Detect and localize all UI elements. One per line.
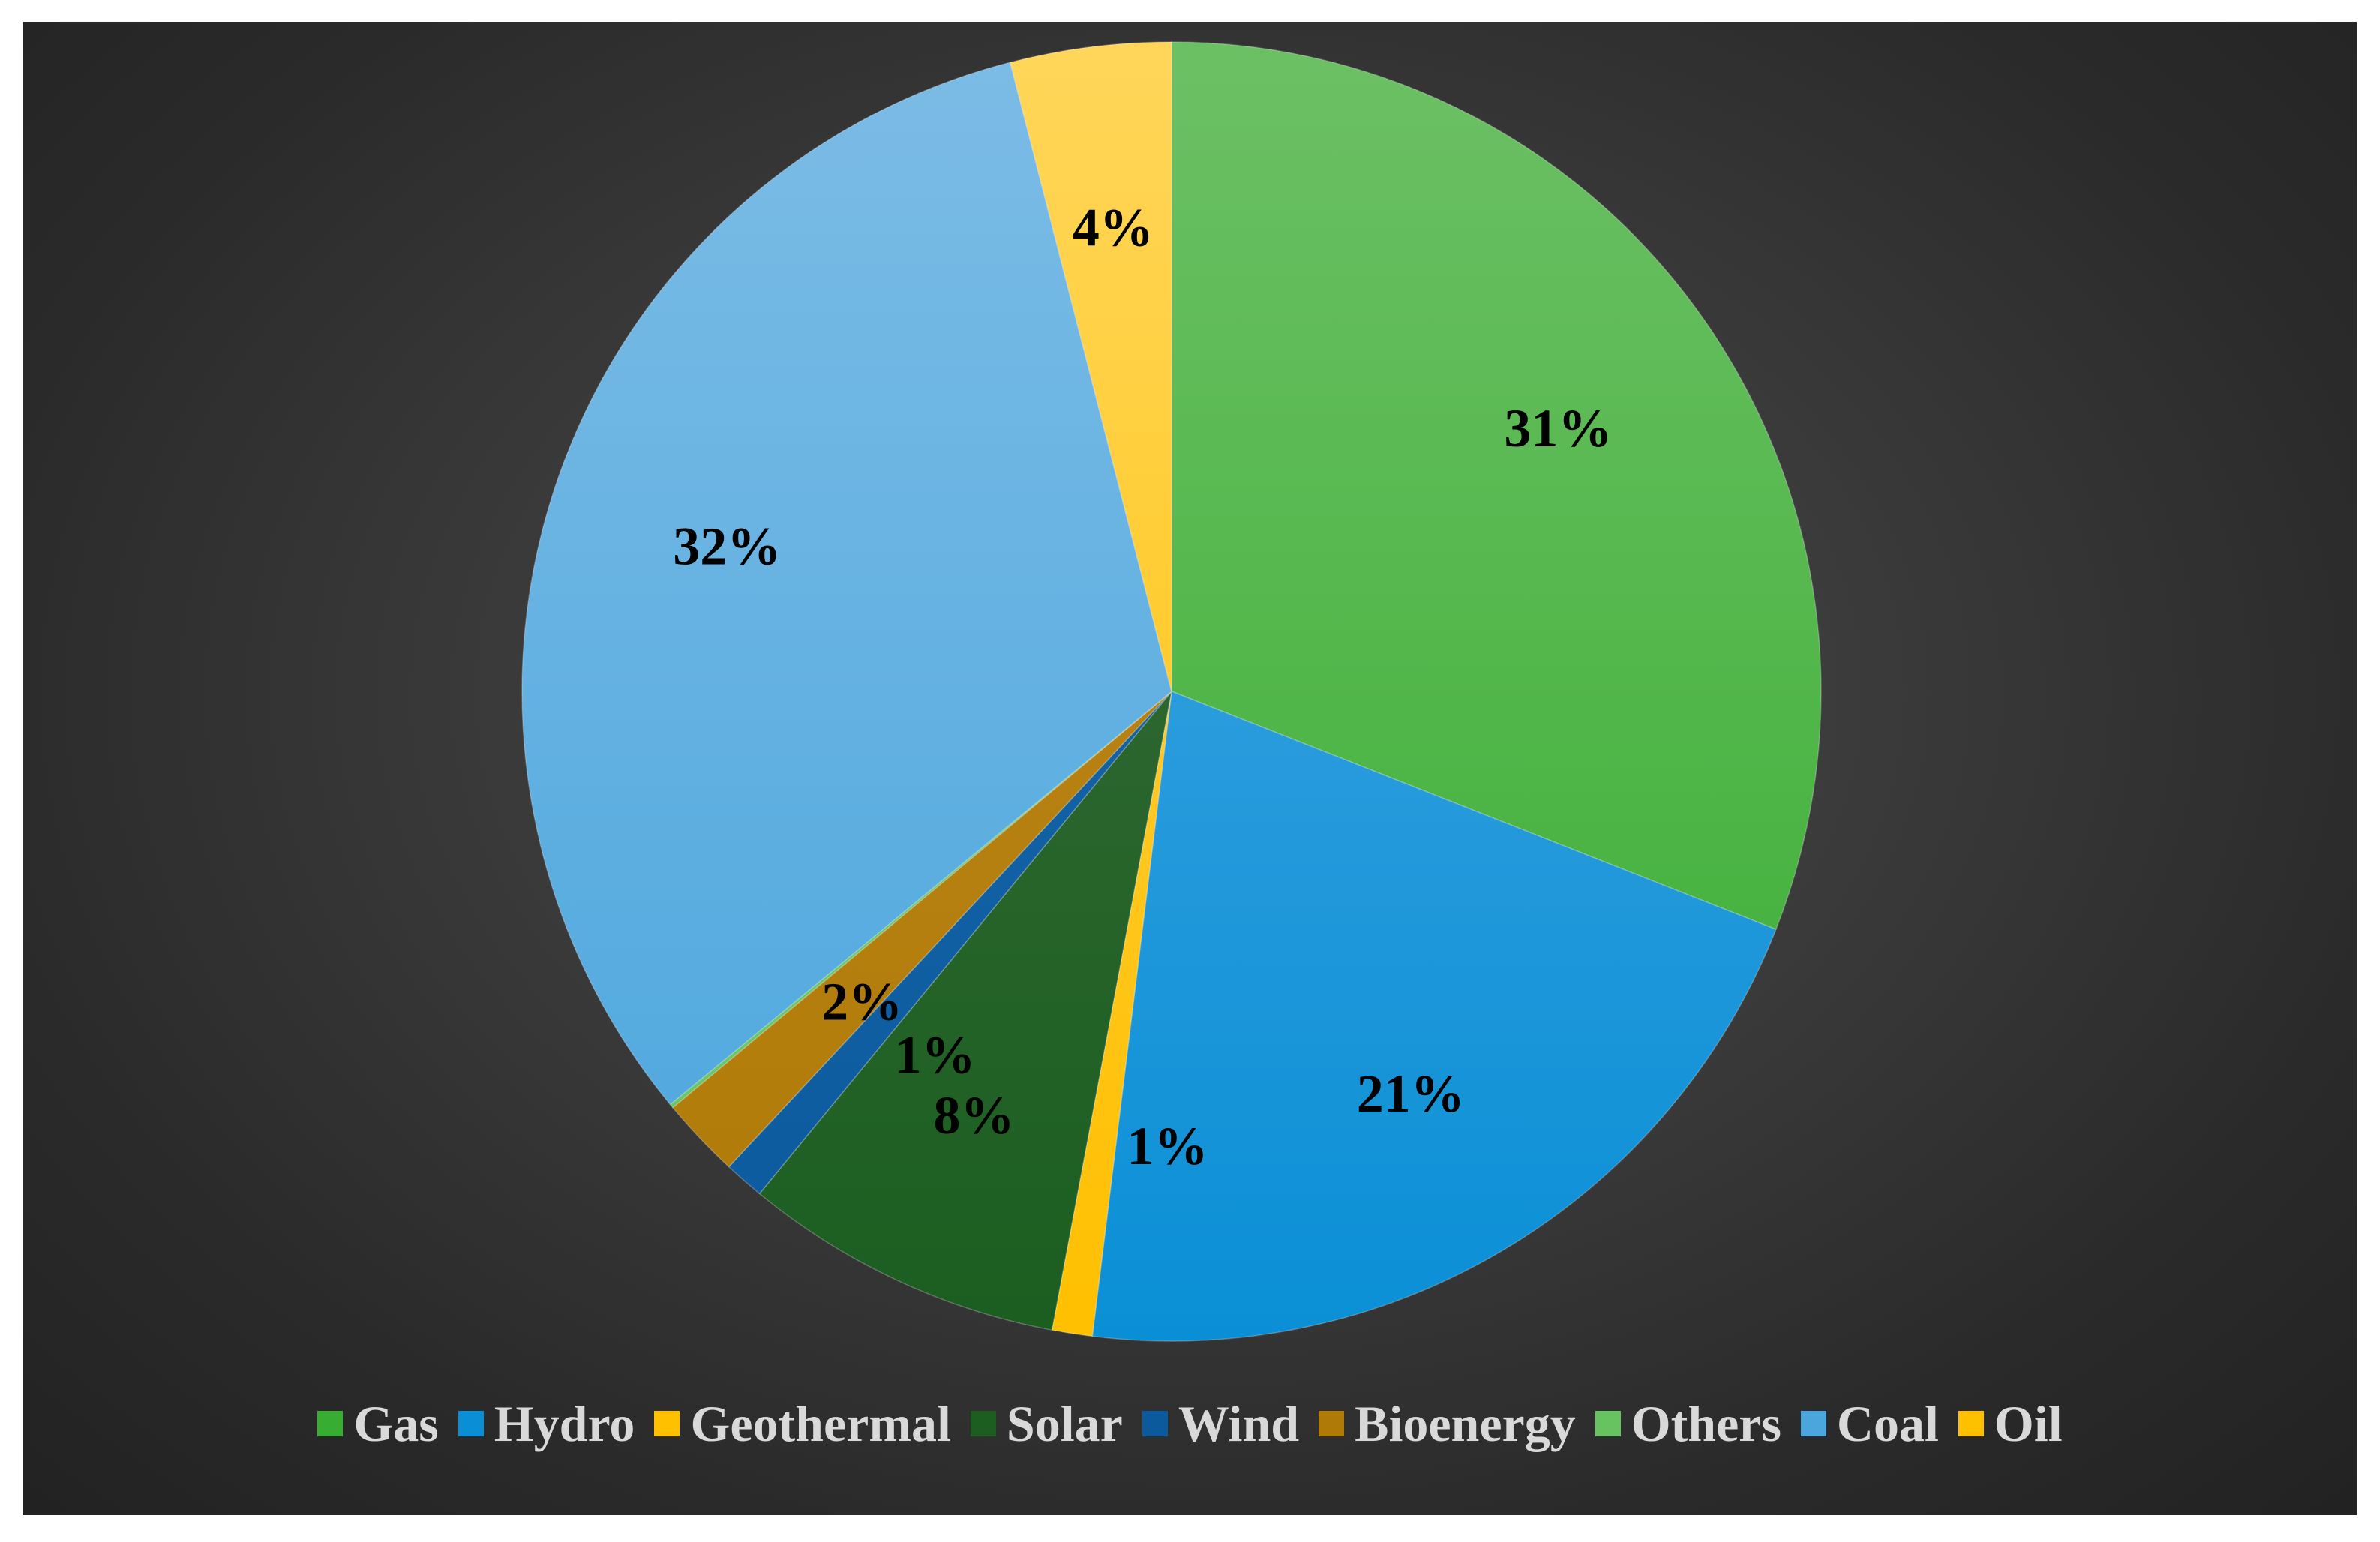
legend-swatch [654, 1411, 680, 1436]
legend: Gas Hydro Geothermal Solar Wind Bioenergy Othe… [23, 1390, 2357, 1457]
pie-slice-wind [728, 691, 1172, 1195]
legend-label: Wind [1178, 1394, 1300, 1452]
slice-label-geothermal: 1% [1127, 1116, 1208, 1176]
legend-item-geothermal: Geothermal [654, 1394, 951, 1454]
slice-label-wind: 1% [894, 1024, 975, 1084]
legend-label: Oil [1994, 1394, 2063, 1452]
legend-item-wind: Wind [1142, 1394, 1299, 1454]
legend-swatch [1958, 1411, 1984, 1436]
legend-swatch [458, 1411, 484, 1436]
legend-label: Gas [353, 1394, 439, 1452]
legend-label: Geothermal [690, 1394, 951, 1452]
slice-label-coal: 32% [673, 517, 781, 577]
slice-label-hydro: 21% [1357, 1064, 1465, 1124]
legend-item-others: Others [1595, 1394, 1781, 1454]
pie-chart: 31%21%1%8%1%2%32%4% [521, 41, 1822, 1342]
pie-labels: 31%21%1%8%1%2%32%4% [673, 197, 1612, 1176]
legend-item-solar: Solar [970, 1394, 1123, 1454]
slice-label-bioenergy: 2% [821, 972, 902, 1032]
pie-slices [521, 41, 1822, 1342]
pie-slice-solar [758, 691, 1172, 1331]
slice-label-oil: 4% [1073, 197, 1154, 257]
legend-swatch [1319, 1411, 1345, 1436]
legend-item-hydro: Hydro [458, 1394, 635, 1454]
legend-swatch [970, 1411, 996, 1436]
legend-label: Hydro [494, 1394, 635, 1452]
pie-slice-gas [1171, 41, 1822, 931]
legend-swatch [1595, 1411, 1621, 1436]
slice-label-solar: 8% [934, 1085, 1015, 1145]
legend-label: Coal [1836, 1394, 1939, 1452]
legend-label: Others [1631, 1394, 1781, 1452]
chart-area: 31% 21% 1% 8% 1% 2% 32% 4% Gas Hydro Geothermal So… [23, 22, 2357, 1515]
legend-swatch [1800, 1411, 1826, 1436]
pie-slice-geothermal [1051, 691, 1172, 1337]
legend-item-oil: Oil [1958, 1394, 2063, 1454]
legend-item-bioenergy: Bioenergy [1319, 1394, 1576, 1454]
legend-label: Solar [1006, 1394, 1123, 1452]
pie-slice-oil [1009, 41, 1172, 692]
legend-item-coal: Coal [1800, 1394, 1939, 1454]
legend-item-gas: Gas [317, 1394, 439, 1454]
pie-slice-others [669, 691, 1172, 1108]
legend-swatch [317, 1411, 344, 1436]
pie-slice-coal [521, 62, 1172, 1106]
legend-swatch [1142, 1411, 1168, 1436]
legend-label: Bioenergy [1355, 1394, 1576, 1452]
pie-slice-bioenergy [671, 691, 1172, 1168]
slice-label-gas: 31% [1504, 398, 1612, 458]
pie-slice-hydro [1091, 690, 1777, 1342]
